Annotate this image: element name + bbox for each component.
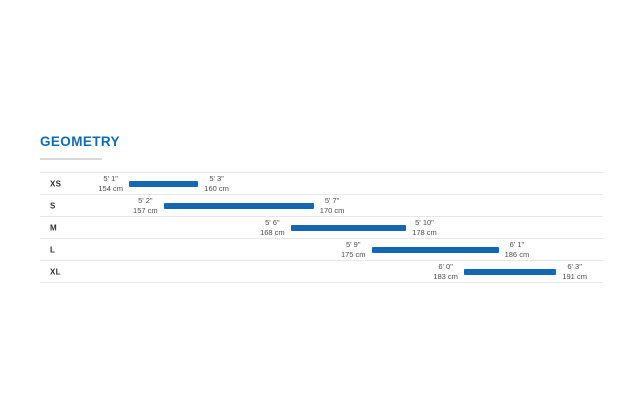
metric-height: 170 cm xyxy=(319,205,345,215)
size-chart: XS 5' 1" 154 cm 5' 3" 160 cm S 5' 2" 157 cm 5' 7… xyxy=(40,172,603,283)
imperial-height: 6' 3" xyxy=(567,262,582,271)
chart-row: M 5' 6" 168 cm 5' 10" 178 cm xyxy=(40,216,603,238)
metric-height: 191 cm xyxy=(562,271,587,281)
metric-height: 175 cm xyxy=(340,249,366,259)
imperial-height: 5' 9" xyxy=(345,240,361,249)
metric-height: 157 cm xyxy=(133,205,158,215)
min-height-label: 5' 6" 168 cm xyxy=(260,218,285,237)
max-height-label: 5' 7" 170 cm xyxy=(320,196,345,215)
min-height-label: 5' 1" 154 cm xyxy=(98,174,123,193)
chart-row: L 5' 9" 175 cm 6' 1" 186 cm xyxy=(40,238,603,260)
min-height-label: 5' 9" 175 cm xyxy=(341,240,366,259)
metric-height: 178 cm xyxy=(412,227,437,237)
metric-height: 183 cm xyxy=(433,271,458,281)
imperial-height: 5' 6" xyxy=(265,218,280,227)
imperial-height: 5' 7" xyxy=(324,196,340,205)
height-range-bar xyxy=(463,269,557,275)
metric-height: 168 cm xyxy=(260,227,285,237)
max-height-label: 5' 3" 160 cm xyxy=(204,174,229,193)
size-label: XL xyxy=(50,267,61,276)
title-underline-decoration xyxy=(40,158,102,160)
height-range-bar xyxy=(290,225,407,231)
min-height-label: 5' 2" 157 cm xyxy=(133,196,158,215)
metric-height: 154 cm xyxy=(98,183,123,193)
max-height-label: 6' 1" 186 cm xyxy=(505,240,530,259)
max-height-label: 5' 10" 178 cm xyxy=(412,218,437,237)
imperial-height: 5' 3" xyxy=(209,174,224,183)
chart-row: S 5' 2" 157 cm 5' 7" 170 cm xyxy=(40,194,603,216)
height-range-bar xyxy=(371,247,499,253)
size-label: L xyxy=(50,245,56,254)
imperial-height: 5' 1" xyxy=(103,174,118,183)
height-range-bar xyxy=(129,181,199,187)
chart-row: XS 5' 1" 154 cm 5' 3" 160 cm xyxy=(40,172,603,194)
size-label: S xyxy=(50,201,56,210)
metric-height: 186 cm xyxy=(504,249,530,259)
size-label: M xyxy=(50,223,57,232)
section-title: GEOMETRY xyxy=(40,134,120,149)
height-range-bar xyxy=(163,203,314,209)
max-height-label: 6' 3" 191 cm xyxy=(562,262,587,281)
imperial-height: 5' 10" xyxy=(415,218,434,227)
size-label: XS xyxy=(50,179,62,188)
imperial-height: 6' 0" xyxy=(438,262,453,271)
imperial-height: 5' 2" xyxy=(138,196,153,205)
imperial-height: 6' 1" xyxy=(509,240,525,249)
metric-height: 160 cm xyxy=(204,183,229,193)
min-height-label: 6' 0" 183 cm xyxy=(433,262,458,281)
chart-row: XL 6' 0" 183 cm 6' 3" 191 cm xyxy=(40,260,603,282)
